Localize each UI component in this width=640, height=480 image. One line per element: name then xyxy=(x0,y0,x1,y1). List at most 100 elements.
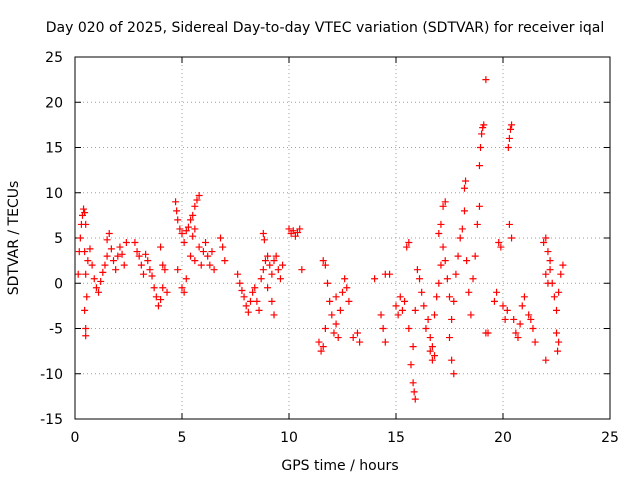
data-point xyxy=(336,306,344,314)
data-point xyxy=(174,216,182,224)
data-point xyxy=(82,325,90,332)
data-point xyxy=(180,239,188,247)
data-point xyxy=(103,236,111,244)
data-point xyxy=(81,209,89,217)
data-point xyxy=(341,275,349,283)
data-point xyxy=(270,257,278,265)
data-point xyxy=(101,261,109,269)
data-point xyxy=(317,347,325,355)
data-point xyxy=(410,388,418,396)
data-point xyxy=(253,297,261,305)
data-point xyxy=(176,225,184,233)
data-point xyxy=(379,325,387,332)
data-point xyxy=(236,279,244,287)
data-point xyxy=(499,302,507,310)
data-point xyxy=(452,270,460,278)
data-point xyxy=(88,261,96,269)
data-point xyxy=(182,227,190,235)
data-point xyxy=(84,257,92,265)
data-point xyxy=(97,277,105,285)
data-point xyxy=(261,257,269,265)
data-point xyxy=(81,306,89,314)
x-tick-label: 5 xyxy=(178,430,187,446)
data-point xyxy=(409,343,417,351)
data-point xyxy=(553,306,560,314)
data-point xyxy=(420,302,428,310)
data-point xyxy=(189,211,197,219)
data-point xyxy=(405,325,413,332)
data-point xyxy=(439,243,447,251)
data-point xyxy=(559,261,567,269)
data-point xyxy=(475,162,483,170)
data-point xyxy=(504,144,512,151)
data-point xyxy=(184,223,192,231)
data-point xyxy=(259,229,267,237)
data-point xyxy=(191,257,199,265)
data-point xyxy=(105,229,113,237)
data-point xyxy=(204,252,212,260)
data-point xyxy=(446,334,453,342)
data-point xyxy=(135,252,143,260)
data-point xyxy=(401,297,409,305)
data-point xyxy=(157,296,165,304)
data-point xyxy=(99,268,107,276)
data-point xyxy=(505,220,513,228)
data-point xyxy=(482,76,490,84)
data-point xyxy=(550,293,558,301)
data-point xyxy=(163,288,171,296)
data-point xyxy=(298,266,306,274)
data-point xyxy=(428,356,436,364)
data-point xyxy=(95,288,103,296)
data-point xyxy=(435,279,443,287)
data-point xyxy=(276,275,284,283)
data-point xyxy=(409,379,417,387)
x-tick-label: 0 xyxy=(71,430,80,446)
data-point xyxy=(353,329,361,337)
y-tick-label: 0 xyxy=(54,276,63,292)
data-point xyxy=(133,248,141,256)
data-point xyxy=(529,325,537,332)
data-point xyxy=(424,315,432,323)
data-point xyxy=(458,225,466,233)
data-point xyxy=(240,293,248,301)
y-tick-label: -5 xyxy=(49,322,63,338)
data-point xyxy=(217,234,225,242)
data-point xyxy=(510,315,518,323)
data-point xyxy=(426,334,434,342)
data-point xyxy=(270,311,278,319)
data-point xyxy=(394,311,402,319)
x-tick-label: 15 xyxy=(387,430,405,446)
data-point xyxy=(413,266,421,274)
data-point xyxy=(76,234,84,242)
data-point xyxy=(446,293,453,301)
data-point xyxy=(319,257,327,265)
data-point xyxy=(82,332,90,340)
data-point xyxy=(478,130,486,138)
data-point xyxy=(557,270,565,278)
data-point xyxy=(477,144,485,151)
data-point xyxy=(371,275,379,283)
data-point xyxy=(154,302,162,310)
data-point xyxy=(439,202,447,210)
data-point xyxy=(187,216,195,224)
data-point xyxy=(103,252,111,260)
data-point xyxy=(268,270,276,278)
data-point xyxy=(544,248,552,256)
data-point xyxy=(146,266,154,274)
data-point xyxy=(426,347,434,355)
data-point xyxy=(554,347,562,355)
data-point xyxy=(289,227,297,235)
data-point xyxy=(264,284,272,292)
data-point xyxy=(191,202,199,210)
data-point xyxy=(83,293,91,301)
data-point xyxy=(332,293,340,301)
data-point xyxy=(396,293,404,301)
data-point xyxy=(242,302,250,310)
data-point xyxy=(475,202,483,210)
data-point xyxy=(279,261,287,269)
data-point xyxy=(244,308,252,316)
data-point xyxy=(381,338,389,346)
data-point xyxy=(315,338,323,346)
data-point xyxy=(343,284,351,292)
